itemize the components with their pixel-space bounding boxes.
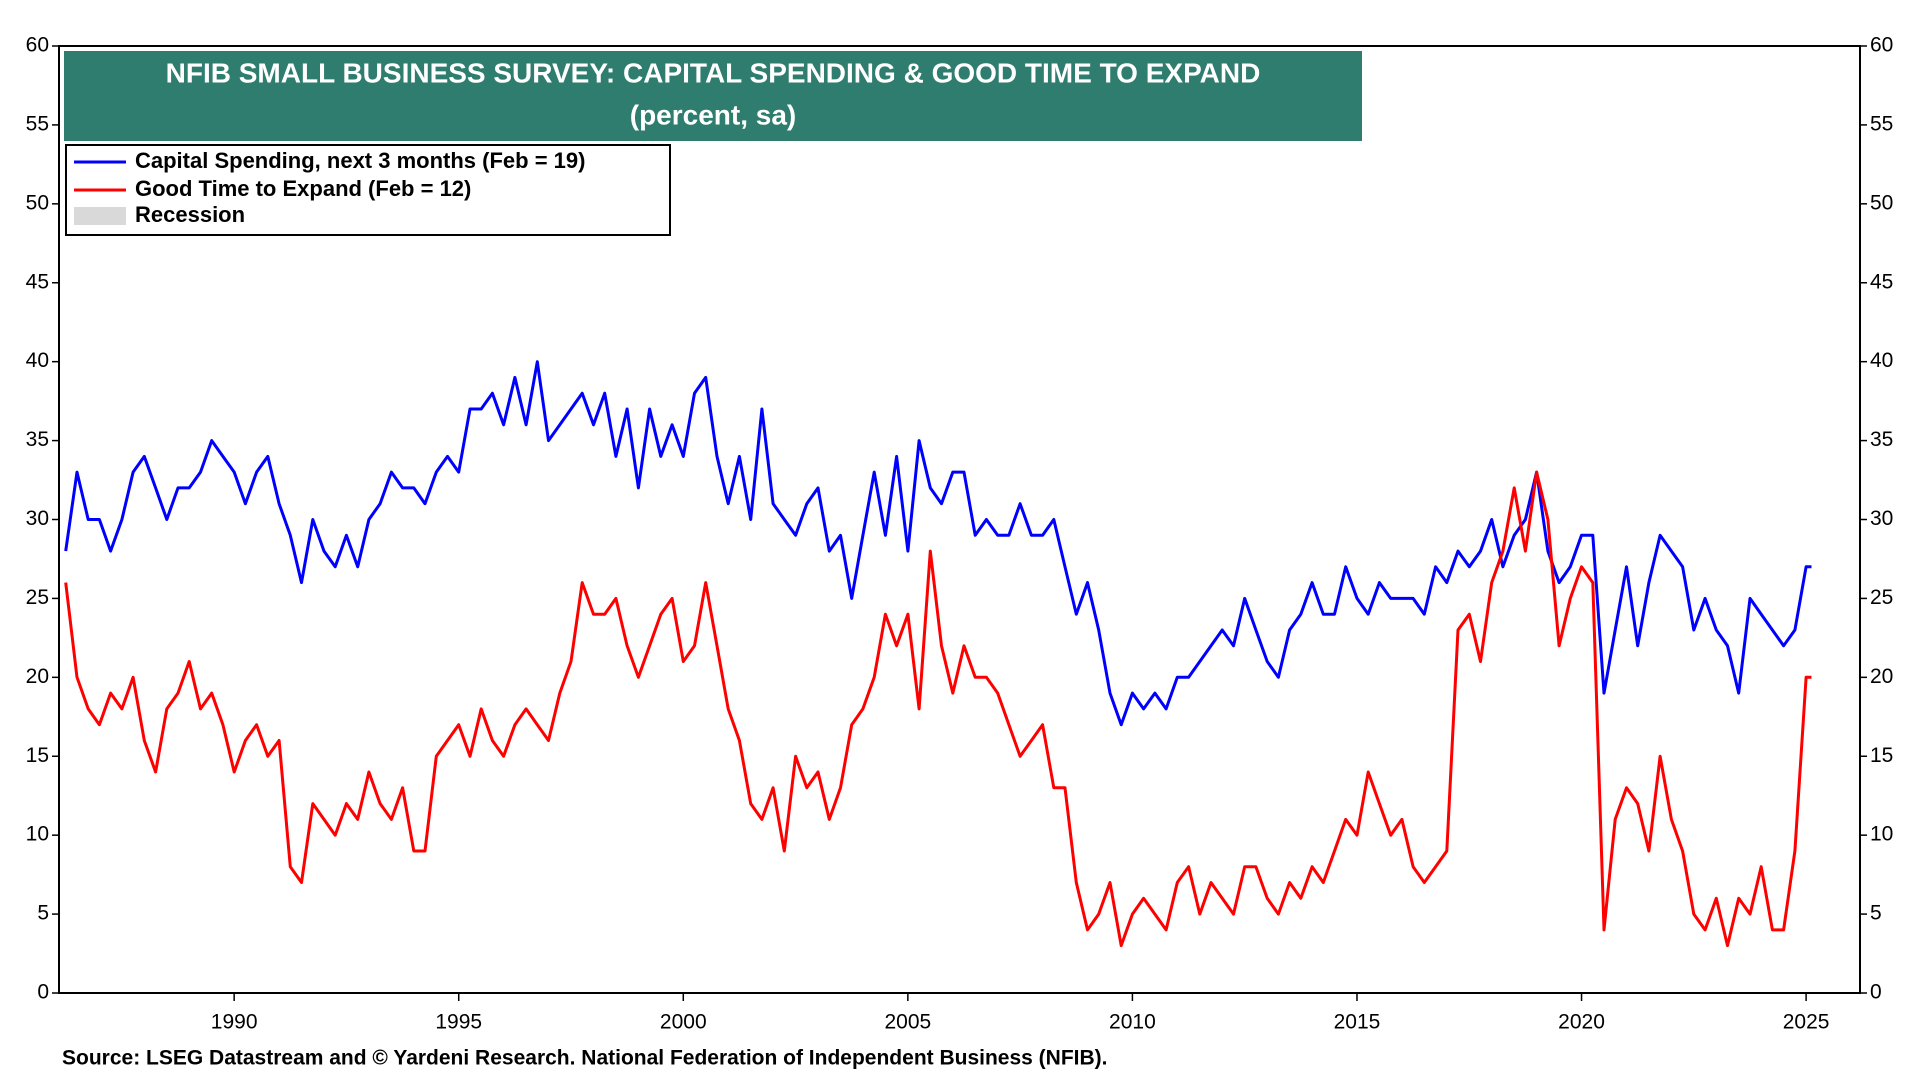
y2-tick-label: 30 xyxy=(1870,507,1893,530)
legend-box xyxy=(65,144,671,236)
y2-tick-label: 25 xyxy=(1870,586,1893,609)
x-tick-label: 2015 xyxy=(1334,1011,1381,1034)
y-tick-label: 20 xyxy=(26,665,49,688)
y-tick-label: 10 xyxy=(26,823,49,846)
y-tick-label: 25 xyxy=(26,586,49,609)
y2-tick-label: 15 xyxy=(1870,744,1893,767)
legend-label: Recession xyxy=(135,202,245,227)
legend-label: Capital Spending, next 3 months (Feb = 1… xyxy=(135,148,585,173)
y-tick-label: 15 xyxy=(26,744,49,767)
y-tick-label: 45 xyxy=(26,270,49,293)
y-tick-label: 30 xyxy=(26,507,49,530)
x-tick-label: 1990 xyxy=(211,1011,258,1034)
y-tick-label: 55 xyxy=(26,112,49,135)
x-tick-label: 2025 xyxy=(1783,1011,1830,1034)
x-tick-label: 2005 xyxy=(884,1011,931,1034)
legend-swatch xyxy=(74,207,126,225)
y-tick-label: 40 xyxy=(26,349,49,372)
y2-tick-label: 45 xyxy=(1870,270,1893,293)
y-tick-label: 50 xyxy=(26,191,49,214)
source-note: Source: LSEG Datastream and © Yardeni Re… xyxy=(62,1047,1108,1070)
y-tick-label: 0 xyxy=(37,981,49,1004)
x-tick-label: 1995 xyxy=(435,1011,482,1034)
x-tick-label: 2010 xyxy=(1109,1011,1156,1034)
chart-subtitle: (percent, sa) xyxy=(630,99,797,130)
y2-tick-label: 50 xyxy=(1870,191,1893,214)
title-box xyxy=(64,51,1362,141)
legend-label: Good Time to Expand (Feb = 12) xyxy=(135,176,471,201)
y2-tick-label: 55 xyxy=(1870,112,1893,135)
chart-title: NFIB SMALL BUSINESS SURVEY: CAPITAL SPEN… xyxy=(166,57,1261,88)
y2-tick-label: 20 xyxy=(1870,665,1893,688)
y-tick-label: 60 xyxy=(26,34,49,57)
x-tick-label: 2020 xyxy=(1558,1011,1605,1034)
series-line xyxy=(64,360,1812,727)
x-tick-label: 2000 xyxy=(660,1011,707,1034)
y2-tick-label: 0 xyxy=(1870,981,1882,1004)
y2-tick-label: 5 xyxy=(1870,902,1882,925)
y2-tick-label: 35 xyxy=(1870,428,1893,451)
plot-frame xyxy=(58,45,1861,994)
y2-tick-label: 10 xyxy=(1870,823,1893,846)
y2-tick-label: 60 xyxy=(1870,34,1893,57)
y-tick-label: 35 xyxy=(26,428,49,451)
y2-tick-label: 40 xyxy=(1870,349,1893,372)
series-line xyxy=(64,470,1812,948)
y-tick-label: 5 xyxy=(37,902,49,925)
